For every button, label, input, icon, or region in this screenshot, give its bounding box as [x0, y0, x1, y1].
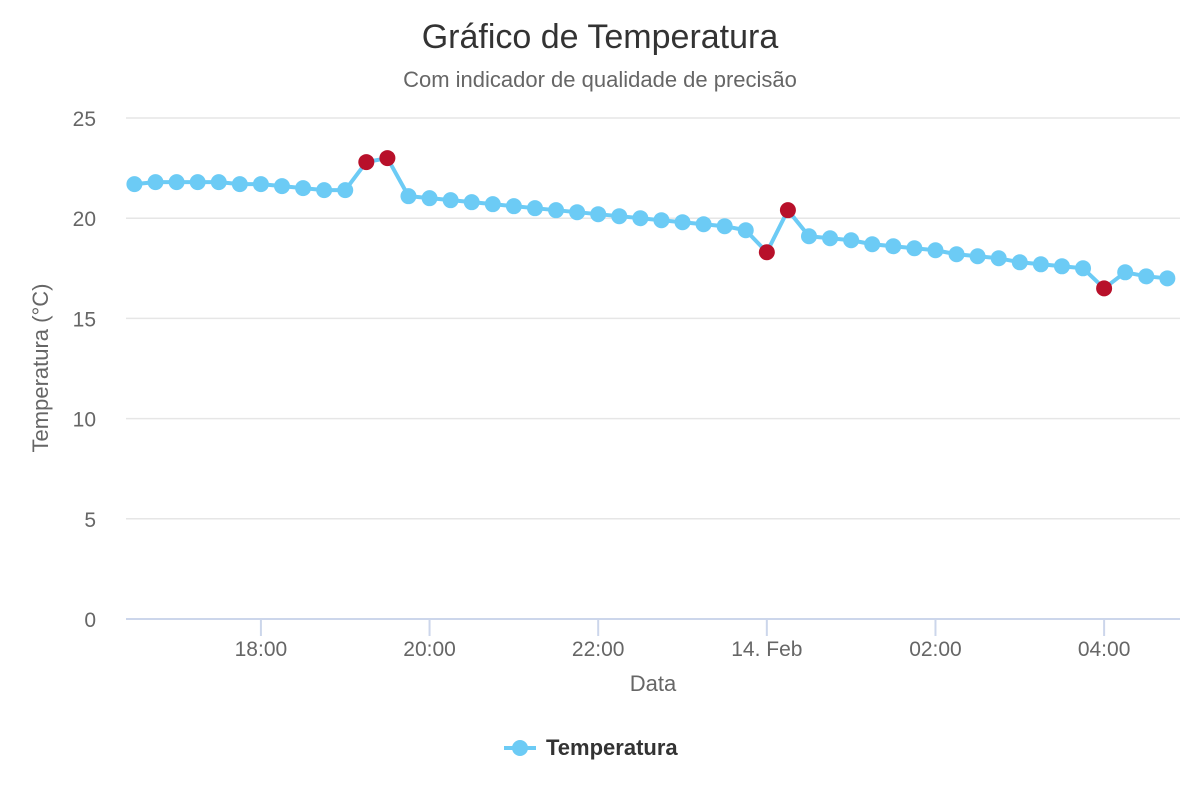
data-point[interactable] — [1159, 270, 1176, 287]
data-point[interactable] — [337, 182, 354, 199]
x-axis: 18:00 20:00 22:00 14. Feb 02:00 04:00 — [126, 618, 1180, 661]
x-axis-title: Data — [630, 671, 677, 696]
data-point[interactable] — [1011, 254, 1028, 271]
data-point[interactable] — [843, 232, 860, 249]
x-tick-label: 14. Feb — [731, 638, 802, 661]
y-tick-label: 5 — [84, 509, 96, 532]
data-point[interactable] — [273, 178, 290, 195]
data-point[interactable] — [864, 236, 881, 253]
x-tick-label: 22:00 — [572, 638, 625, 661]
data-point[interactable] — [463, 194, 480, 211]
data-point[interactable] — [316, 182, 333, 199]
data-point[interactable] — [969, 248, 986, 265]
data-point-flagged[interactable] — [1096, 280, 1113, 297]
data-point[interactable] — [442, 192, 459, 209]
chart-subtitle: Com indicador de qualidade de precisão — [403, 67, 797, 92]
data-point[interactable] — [632, 210, 649, 227]
legend-marker-swatch — [512, 740, 528, 756]
data-point[interactable] — [885, 238, 902, 255]
x-tick-label: 04:00 — [1078, 638, 1131, 661]
x-tick-label: 20:00 — [403, 638, 456, 661]
y-tick-label: 0 — [84, 609, 96, 632]
data-point[interactable] — [906, 240, 923, 257]
data-point[interactable] — [526, 200, 543, 217]
y-tick-label: 10 — [73, 409, 96, 432]
data-point[interactable] — [590, 206, 607, 223]
data-point-flagged[interactable] — [779, 202, 796, 219]
data-point[interactable] — [189, 174, 206, 191]
legend-label-temperatura[interactable]: Temperatura — [546, 735, 678, 760]
y-axis-title: Temperatura (°C) — [28, 284, 53, 453]
y-tick-label: 25 — [73, 108, 96, 131]
chart-title: Gráfico de Temperatura — [422, 18, 779, 56]
data-point[interactable] — [505, 198, 522, 215]
data-point[interactable] — [611, 208, 628, 225]
data-point[interactable] — [168, 174, 185, 191]
data-point[interactable] — [737, 222, 754, 239]
data-point[interactable] — [421, 190, 438, 207]
data-point[interactable] — [1053, 258, 1070, 275]
y-tick-label: 20 — [73, 208, 96, 231]
data-point[interactable] — [822, 230, 839, 247]
data-point[interactable] — [1075, 260, 1092, 277]
data-point[interactable] — [1117, 264, 1134, 281]
x-tick-label: 18:00 — [235, 638, 288, 661]
grid-lines — [126, 117, 1180, 520]
data-point[interactable] — [927, 242, 944, 259]
data-point[interactable] — [147, 174, 164, 191]
data-point[interactable] — [252, 176, 269, 193]
data-point[interactable] — [484, 196, 501, 213]
data-point-flagged[interactable] — [379, 150, 396, 167]
data-point-flagged[interactable] — [758, 244, 775, 261]
data-point[interactable] — [800, 228, 817, 245]
y-tick-label: 15 — [73, 308, 96, 331]
legend[interactable]: Temperatura — [504, 735, 678, 760]
data-point[interactable] — [653, 212, 670, 229]
data-point[interactable] — [990, 250, 1007, 267]
data-point[interactable] — [400, 188, 417, 205]
data-point[interactable] — [126, 176, 143, 193]
data-point[interactable] — [695, 216, 712, 233]
data-point[interactable] — [231, 176, 248, 193]
data-point[interactable] — [674, 214, 691, 231]
data-point[interactable] — [548, 202, 565, 219]
data-point[interactable] — [295, 180, 312, 197]
data-point[interactable] — [948, 246, 965, 263]
y-axis-ticks: 0 5 10 15 20 25 — [73, 108, 96, 632]
data-point[interactable] — [716, 218, 733, 235]
data-point[interactable] — [1032, 256, 1049, 273]
data-point[interactable] — [210, 174, 227, 191]
data-point[interactable] — [1138, 268, 1155, 285]
data-point[interactable] — [569, 204, 586, 221]
data-point-flagged[interactable] — [358, 154, 375, 171]
series-temperatura — [126, 150, 1176, 297]
series-line — [134, 156, 1168, 291]
x-tick-label: 02:00 — [909, 638, 962, 661]
